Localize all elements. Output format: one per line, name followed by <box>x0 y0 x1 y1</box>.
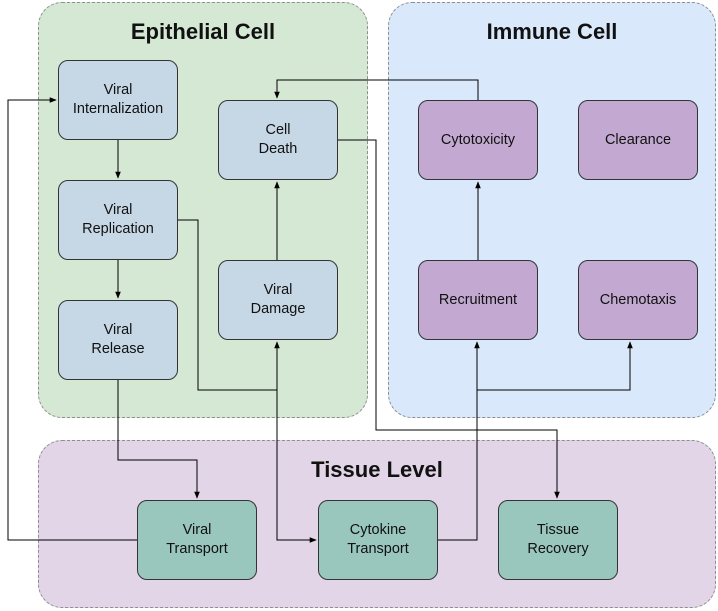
node-viral-damage: Viral Damage <box>218 260 338 340</box>
immune-cell-region: Immune Cell <box>388 2 716 418</box>
tissue-level-title: Tissue Level <box>311 457 443 482</box>
edge-cell-death-to-tissue-recovery <box>338 139 560 499</box>
edge-release-to-viral-transport <box>117 380 200 499</box>
node-recruitment: Recruitment <box>418 260 538 340</box>
node-viral-transport: Viral Transport <box>137 500 257 580</box>
node-chemotaxis: Chemotaxis <box>578 260 698 340</box>
node-cell-death: Cell Death <box>218 100 338 180</box>
edge-recruitment-to-chemotaxis <box>477 341 633 391</box>
node-tissue-recovery: Tissue Recovery <box>498 500 618 580</box>
node-cytokine-transport: Cytokine Transport <box>318 500 438 580</box>
edge-viral-damage-to-cytokine-transport <box>276 390 317 543</box>
node-viral-release: Viral Release <box>58 300 178 380</box>
edge-viral-transport-to-internalization <box>7 97 137 541</box>
node-cytotoxicity: Cytotoxicity <box>418 100 538 180</box>
node-clearance: Clearance <box>578 100 698 180</box>
immune-cell-title: Immune Cell <box>486 19 618 44</box>
edge-replication-to-viral-damage <box>178 219 280 391</box>
edge-cytotoxicity-to-cell-death <box>274 79 479 100</box>
epithelial-cell-title: Epithelial Cell <box>130 19 276 44</box>
edge-cytokine-transport-to-recruitment <box>437 341 480 541</box>
node-viral-replication: Viral Replication <box>58 180 178 260</box>
node-viral-internalization: Viral Internalization <box>58 60 178 140</box>
